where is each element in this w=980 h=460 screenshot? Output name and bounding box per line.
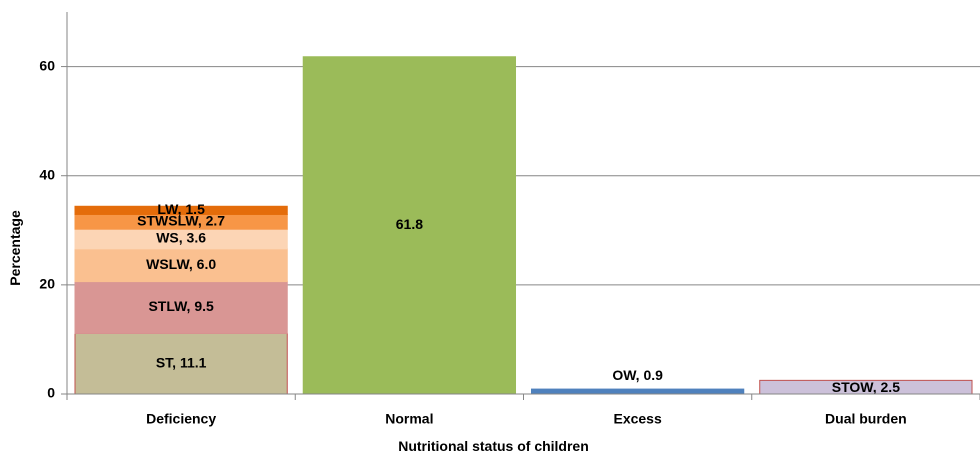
x-axis-title: Nutritional status of children bbox=[398, 438, 589, 454]
x-category-label: Dual burden bbox=[825, 411, 907, 427]
segment-label: LW, 1.5 bbox=[157, 201, 205, 217]
segment-label: STLW, 9.5 bbox=[148, 298, 214, 314]
y-tick-label: 20 bbox=[39, 276, 55, 292]
segment-label: ST, 11.1 bbox=[156, 354, 207, 370]
segment-label: WS, 3.6 bbox=[156, 230, 206, 246]
bar-segment bbox=[74, 205, 288, 215]
segment-label: 61.8 bbox=[396, 216, 423, 232]
segment-labels: ST, 11.1 STLW, 9.5 WSLW, 6.0 WS, 3.6STWSLW,… bbox=[137, 201, 900, 395]
x-category-label: Deficiency bbox=[146, 411, 216, 427]
bars bbox=[74, 56, 973, 395]
y-tick-label: 0 bbox=[47, 385, 55, 401]
x-category-label: Normal bbox=[385, 411, 433, 427]
y-axis-title: Percentage bbox=[7, 210, 23, 286]
bar-segment bbox=[74, 332, 288, 395]
bar-segment bbox=[74, 248, 288, 283]
x-category-label: Excess bbox=[613, 411, 661, 427]
y-tick-labels: 0 20 40 60 bbox=[39, 57, 55, 400]
segment-label: STOW, 2.5 bbox=[832, 379, 900, 395]
y-tick-label: 40 bbox=[39, 166, 55, 182]
bar-segment bbox=[302, 56, 517, 395]
y-tick-label: 60 bbox=[39, 57, 55, 73]
segment-label: OW, 0.9 bbox=[612, 367, 663, 383]
axes bbox=[61, 12, 980, 400]
segment-label: WSLW, 6.0 bbox=[146, 256, 216, 272]
x-category-labels: Deficiency Normal Excess Dual burden bbox=[146, 411, 907, 427]
bar-segment bbox=[530, 388, 745, 395]
segment-label: STWSLW, 2.7 bbox=[137, 213, 225, 229]
